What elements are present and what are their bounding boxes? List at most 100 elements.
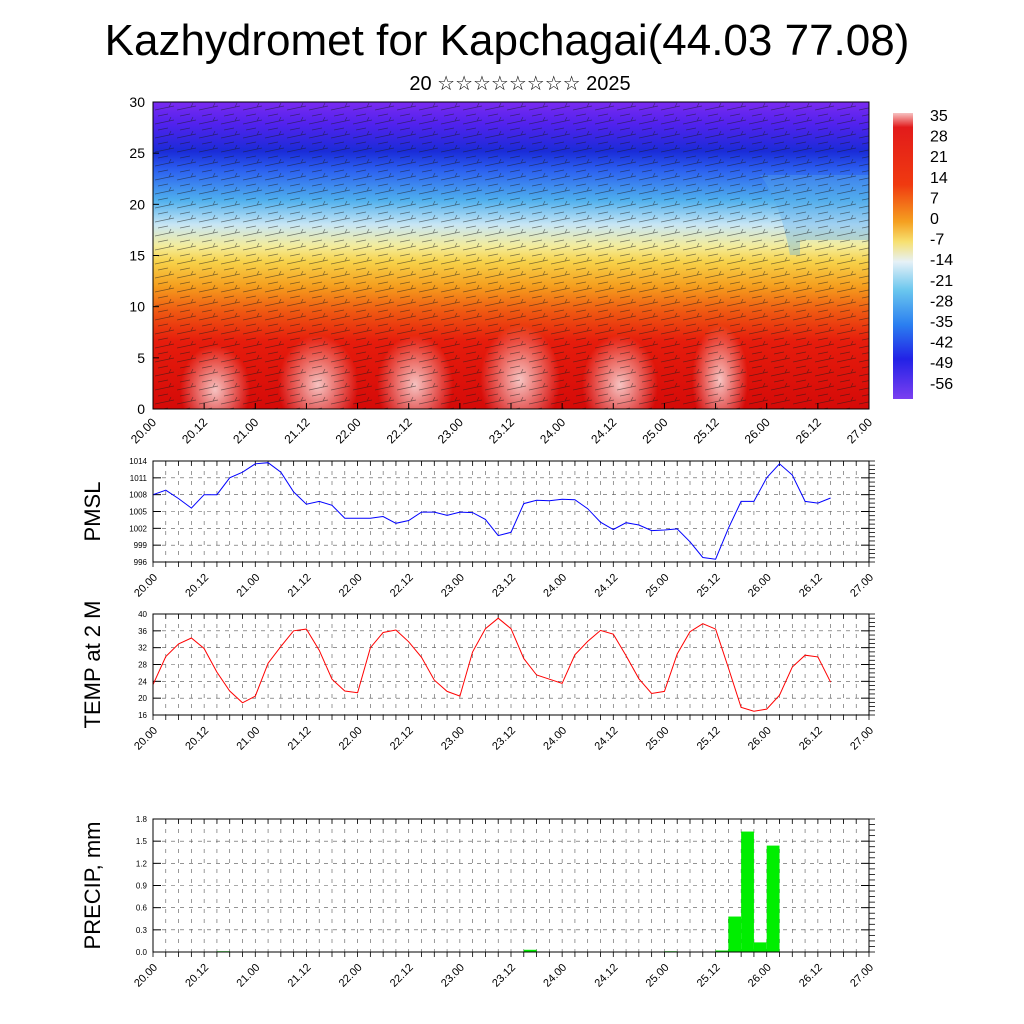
colorbar-label: 35 xyxy=(930,108,948,125)
profile-frame xyxy=(152,101,870,410)
x-tick-label: 22.00 xyxy=(337,725,365,753)
y-tick-label: 0.3 xyxy=(136,926,148,935)
y-axis-label: PMSL xyxy=(80,482,105,542)
colorbar-label: -42 xyxy=(930,335,953,352)
x-tick-label: 20.12 xyxy=(183,572,211,600)
x-tick-label: 26.12 xyxy=(797,962,825,990)
y-tick-label: 1008 xyxy=(129,491,147,500)
colorbar-label: 7 xyxy=(930,190,939,207)
x-tick-label: 25.00 xyxy=(644,572,672,600)
y-tick-label: 0.9 xyxy=(136,882,148,891)
x-tick-label: 22.00 xyxy=(337,572,365,600)
y-tick-label: 1011 xyxy=(130,474,148,483)
y-axis-label: TEMP at 2 M xyxy=(80,601,105,729)
y-tick-label: 1.5 xyxy=(136,837,148,846)
x-tick-label: 26.00 xyxy=(746,725,774,753)
x-tick-label: 24.12 xyxy=(592,725,620,753)
x-tick-label: 26.12 xyxy=(797,572,825,600)
y-tick-label: 1014 xyxy=(129,457,147,466)
y-tick-label: 20 xyxy=(129,196,145,212)
y-tick-label: 16 xyxy=(138,711,147,720)
x-tick-label: 21.00 xyxy=(234,572,262,600)
colorbar: 35 28 21 14 7 0 -7 -14 -21 -28 -35 -42 -49 -56 xyxy=(893,108,953,399)
colorbar-label: -7 xyxy=(930,232,944,249)
x-tick-label: 24.12 xyxy=(592,962,620,990)
x-tick-label: 25.00 xyxy=(644,725,672,753)
colorbar-label: 0 xyxy=(930,211,939,228)
x-tick-label: 20.00 xyxy=(132,962,160,990)
colorbar-label: -21 xyxy=(930,273,953,290)
x-tick-label: 22.00 xyxy=(337,962,365,990)
colorbar-bar xyxy=(893,113,913,399)
x-tick-label: 21.00 xyxy=(234,725,262,753)
x-tick-label: 27.00 xyxy=(848,725,876,753)
x-tick-label: 20.12 xyxy=(183,725,211,753)
chart-title: Kazhydromet for Kapchagai(44.03 77.08) xyxy=(104,16,910,65)
y-axis-label: PRECIP, mm xyxy=(80,822,105,950)
x-tick-label: 25.00 xyxy=(644,962,672,990)
x-tick-label: 23.00 xyxy=(439,962,467,990)
x-tick-label: 24.00 xyxy=(541,725,569,753)
y-tick-label: 32 xyxy=(138,644,147,653)
temp2m-line xyxy=(152,617,832,712)
x-tick-label: 21.12 xyxy=(286,725,314,753)
precip-bar xyxy=(766,845,780,952)
colorbar-label: -56 xyxy=(930,376,953,393)
y-tick-label: 28 xyxy=(138,661,147,670)
panel-frame xyxy=(152,818,870,953)
colorbar-labels: 35 28 21 14 7 0 -7 -14 -21 -28 -35 -42 -49 -56 xyxy=(930,108,953,393)
x-tick-label: 22.12 xyxy=(388,725,416,753)
y-tick-label: 10 xyxy=(129,299,145,315)
y-tick-label: 20 xyxy=(138,694,147,703)
y-tick-label: 15 xyxy=(129,248,145,264)
x-axis-labels: 20.00 20.12 21.00 21.12 22.00 22.12 23.00 23.12… xyxy=(132,725,876,753)
x-tick-label: 26.00 xyxy=(746,572,774,600)
x-tick-label: 24.00 xyxy=(541,962,569,990)
chart-subtitle: 20 ☆☆☆☆☆☆☆☆ 2025 xyxy=(409,73,631,95)
y-tick-label: 1.8 xyxy=(136,815,148,824)
pmsl-panel: 996 999 1002 1005 1008 1011 1014 PMSL 20.00 20.12… xyxy=(80,457,876,600)
colorbar-label: -28 xyxy=(930,293,953,310)
y-tick-label: 996 xyxy=(134,558,148,567)
x-tick-label: 23.12 xyxy=(490,725,518,753)
wind-barbs-overlay xyxy=(153,102,869,409)
y-tick-label: 40 xyxy=(138,610,147,619)
x-tick-label: 25.12 xyxy=(695,962,723,990)
x-tick-label: 27.00 xyxy=(848,572,876,600)
x-tick-label: 26.00 xyxy=(746,962,774,990)
precip-panel: 0.0 0.3 0.6 0.9 1.2 1.5 1.8 PRECIP, mm 20.00 20.1… xyxy=(80,815,876,990)
precip-bar xyxy=(728,916,742,952)
x-tick-label: 20.12 xyxy=(183,962,211,990)
colorbar-label: 21 xyxy=(930,149,948,166)
x-tick-label: 25.12 xyxy=(695,572,723,600)
x-tick-label: 21.12 xyxy=(286,962,314,990)
panel-frame xyxy=(152,460,870,563)
x-tick-label: 22.12 xyxy=(388,962,416,990)
x-tick-label: 23.12 xyxy=(490,962,518,990)
precip-bar xyxy=(753,942,767,952)
precip-bar xyxy=(715,950,729,952)
x-axis-labels: 20.00 20.12 21.00 21.12 22.00 22.12 23.00 23.12… xyxy=(132,572,876,600)
x-tick-label: 27.00 xyxy=(848,962,876,990)
x-tick-label: 25.12 xyxy=(695,725,723,753)
temp2m-panel: 16 20 24 28 32 36 40 TEMP at 2 M 20.00 20.12 21.00… xyxy=(80,601,876,753)
panel-frame xyxy=(152,613,870,716)
x-tick-label: 20.00 xyxy=(132,572,160,600)
colorbar-label: -14 xyxy=(930,252,953,269)
y-tick-label: 1005 xyxy=(129,508,147,517)
colorbar-label: -49 xyxy=(930,355,953,372)
x-tick-label: 26.12 xyxy=(797,725,825,753)
y-tick-label: 24 xyxy=(138,677,147,686)
y-tick-label: 0.0 xyxy=(136,948,148,957)
x-tick-label: 21.00 xyxy=(234,962,262,990)
y-tick-label: 36 xyxy=(138,627,147,636)
x-axis-labels: 20.00 20.12 21.00 21.12 22.00 22.12 23.00 23.12… xyxy=(132,962,876,990)
y-tick-label: 5 xyxy=(137,350,145,366)
x-tick-label: 23.00 xyxy=(439,572,467,600)
x-tick-label: 22.12 xyxy=(388,572,416,600)
y-tick-label: 1002 xyxy=(129,524,147,533)
y-tick-label: 999 xyxy=(134,541,148,550)
colorbar-label: 28 xyxy=(930,129,948,146)
